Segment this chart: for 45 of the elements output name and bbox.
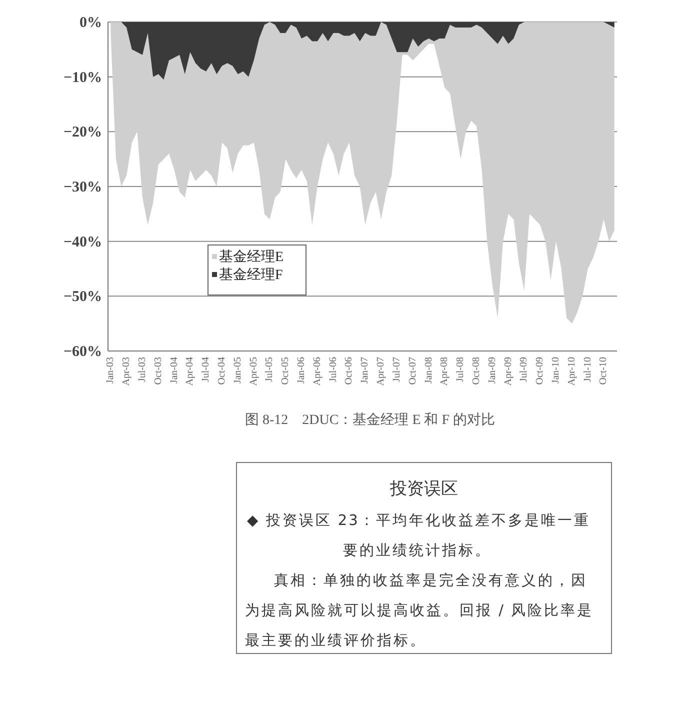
x-tick-label: Oct-03 — [152, 357, 164, 385]
y-tick-label: −30% — [63, 180, 102, 196]
x-tick-label: Oct-06 — [344, 357, 355, 385]
y-tick-label: 0% — [80, 15, 102, 31]
x-tick-label: Jan-07 — [360, 357, 371, 384]
x-tick-label: Jul-05 — [264, 357, 276, 382]
legend-label: 基金经理F — [219, 267, 283, 283]
x-tick-label: Apr-06 — [312, 357, 323, 386]
x-tick-label: Jul-09 — [518, 357, 530, 382]
x-tick-label: Jul-04 — [200, 357, 212, 382]
x-tick-label: Oct-05 — [280, 357, 292, 385]
y-tick-label: −60% — [63, 344, 102, 360]
x-tick-label: Jul-03 — [136, 357, 148, 382]
x-tick-label: Jul-07 — [391, 357, 402, 382]
x-tick-label: Oct-07 — [407, 357, 418, 385]
x-tick-label: Jan-04 — [168, 357, 180, 384]
x-tick-label: Jan-06 — [296, 357, 308, 384]
x-tick-label: Apr-09 — [502, 357, 514, 386]
x-tick-label: Oct-04 — [216, 357, 228, 385]
x-tick-label: Jan-08 — [423, 357, 434, 384]
x-tick-label: Jan-10 — [550, 357, 562, 384]
x-tick-label: Oct-10 — [598, 357, 610, 385]
x-tick-label: Jan-09 — [486, 357, 498, 384]
text: 真相：单独的收益率是完全没有意义的，因为提高风险就可以提高收益。回报 / 风险比率是最主要的业绩评价指标。 — [244, 572, 595, 651]
legend-label: 基金经理E — [219, 249, 284, 265]
x-tick-label: Apr-10 — [566, 357, 578, 386]
x-tick-label: Jan-03 — [105, 357, 116, 384]
x-tick-label: Oct-08 — [470, 357, 482, 385]
x-tick-label: Apr-08 — [439, 357, 450, 386]
x-tick-label: Oct-09 — [534, 357, 546, 385]
x-tick-label: Apr-05 — [248, 357, 260, 386]
x-tick-label: Apr-07 — [376, 357, 387, 386]
y-tick-label: −40% — [63, 234, 102, 250]
text: 图 8-12 2DUC：基金经理 E 和 F 的对比 — [244, 412, 496, 428]
x-tick-label: Apr-04 — [184, 357, 196, 386]
x-tick-label: Jul-06 — [328, 357, 339, 382]
text: ◆ 投资误区 23：平均年化收益差不多是唯一重要的业绩统计指标。 — [246, 512, 592, 561]
x-tick-label: Apr-03 — [121, 357, 132, 386]
text: 投资误区 — [389, 478, 459, 500]
x-tick-label: Jul-10 — [582, 357, 594, 382]
x-tick-label: Jul-08 — [455, 357, 466, 382]
y-tick-label: −50% — [63, 289, 102, 306]
y-tick-label: −10% — [63, 70, 102, 86]
y-tick-label: −20% — [63, 124, 102, 141]
x-tick-label: Jan-05 — [232, 357, 244, 384]
